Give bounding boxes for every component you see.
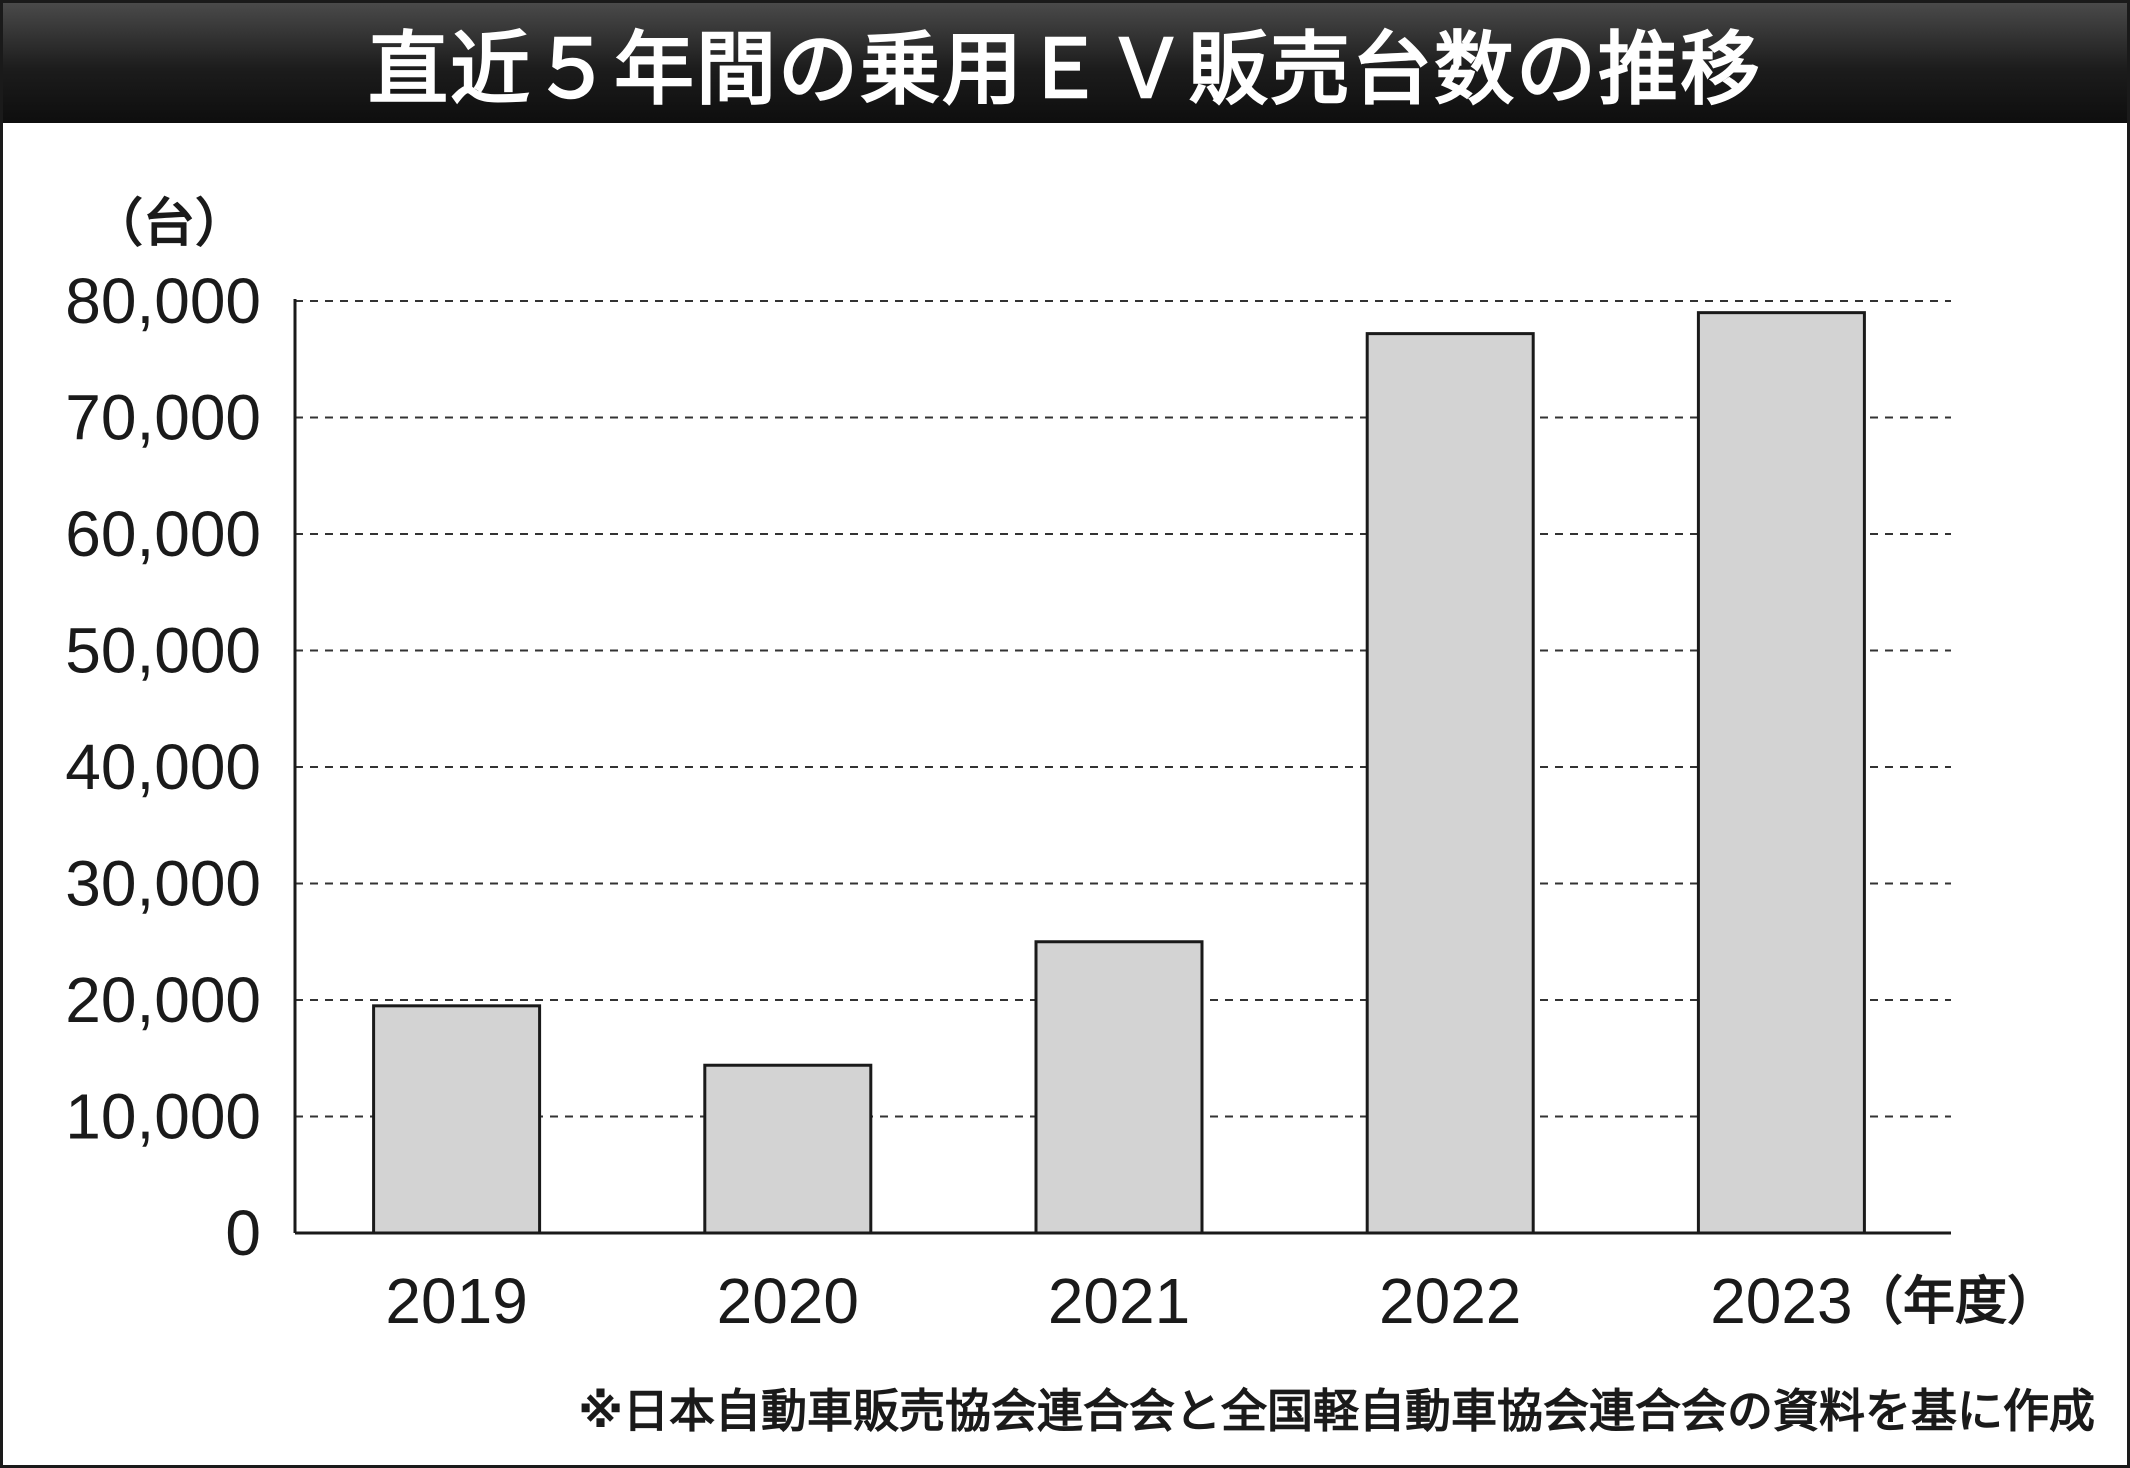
y-axis-unit: （台） (91, 194, 247, 254)
y-tick-label: 50,000 (65, 615, 261, 687)
bar-chart: 0 10,000 20,000 30,000 40,000 50,000 60,000 70,… (65, 194, 2059, 1337)
bar-2022 (1365, 332, 1535, 1235)
title-bar: 直近５年間の乗用ＥＶ販売台数の推移 (3, 3, 2127, 123)
axes (293, 299, 1951, 1235)
bar-2023 (1696, 311, 1866, 1235)
x-tick-label: 2019 (385, 1265, 527, 1337)
gridlines (295, 300, 1951, 1118)
y-tick-label: 0 (225, 1197, 261, 1269)
x-tick-label: 2020 (717, 1265, 859, 1337)
y-tick-label: 10,000 (65, 1081, 261, 1153)
y-tick-label: 70,000 (65, 382, 261, 454)
x-tick-label: 2023 (1710, 1265, 1852, 1337)
bars (372, 311, 1866, 1235)
source-note: ※日本自動車販売協会連合会と全国軽自動車協会連合会の資料を基に作成 (578, 1384, 2095, 1438)
y-tick-label: 30,000 (65, 848, 261, 920)
chart-title: 直近５年間の乗用ＥＶ販売台数の推移 (368, 23, 1762, 116)
y-tick-label: 20,000 (65, 964, 261, 1036)
y-tick-label: 60,000 (65, 498, 261, 570)
x-axis-unit: （年度） (1851, 1272, 2059, 1332)
y-tick-label: 40,000 (65, 731, 261, 803)
x-tick-label: 2021 (1048, 1265, 1190, 1337)
bar-2021 (1034, 940, 1204, 1235)
axis-labels: 0 10,000 20,000 30,000 40,000 50,000 60,000 70,… (65, 194, 2059, 1337)
y-tick-label: 80,000 (65, 265, 261, 337)
x-tick-label: 2022 (1379, 1265, 1521, 1337)
bar-2019 (372, 1004, 542, 1235)
bar-2020 (703, 1063, 873, 1235)
